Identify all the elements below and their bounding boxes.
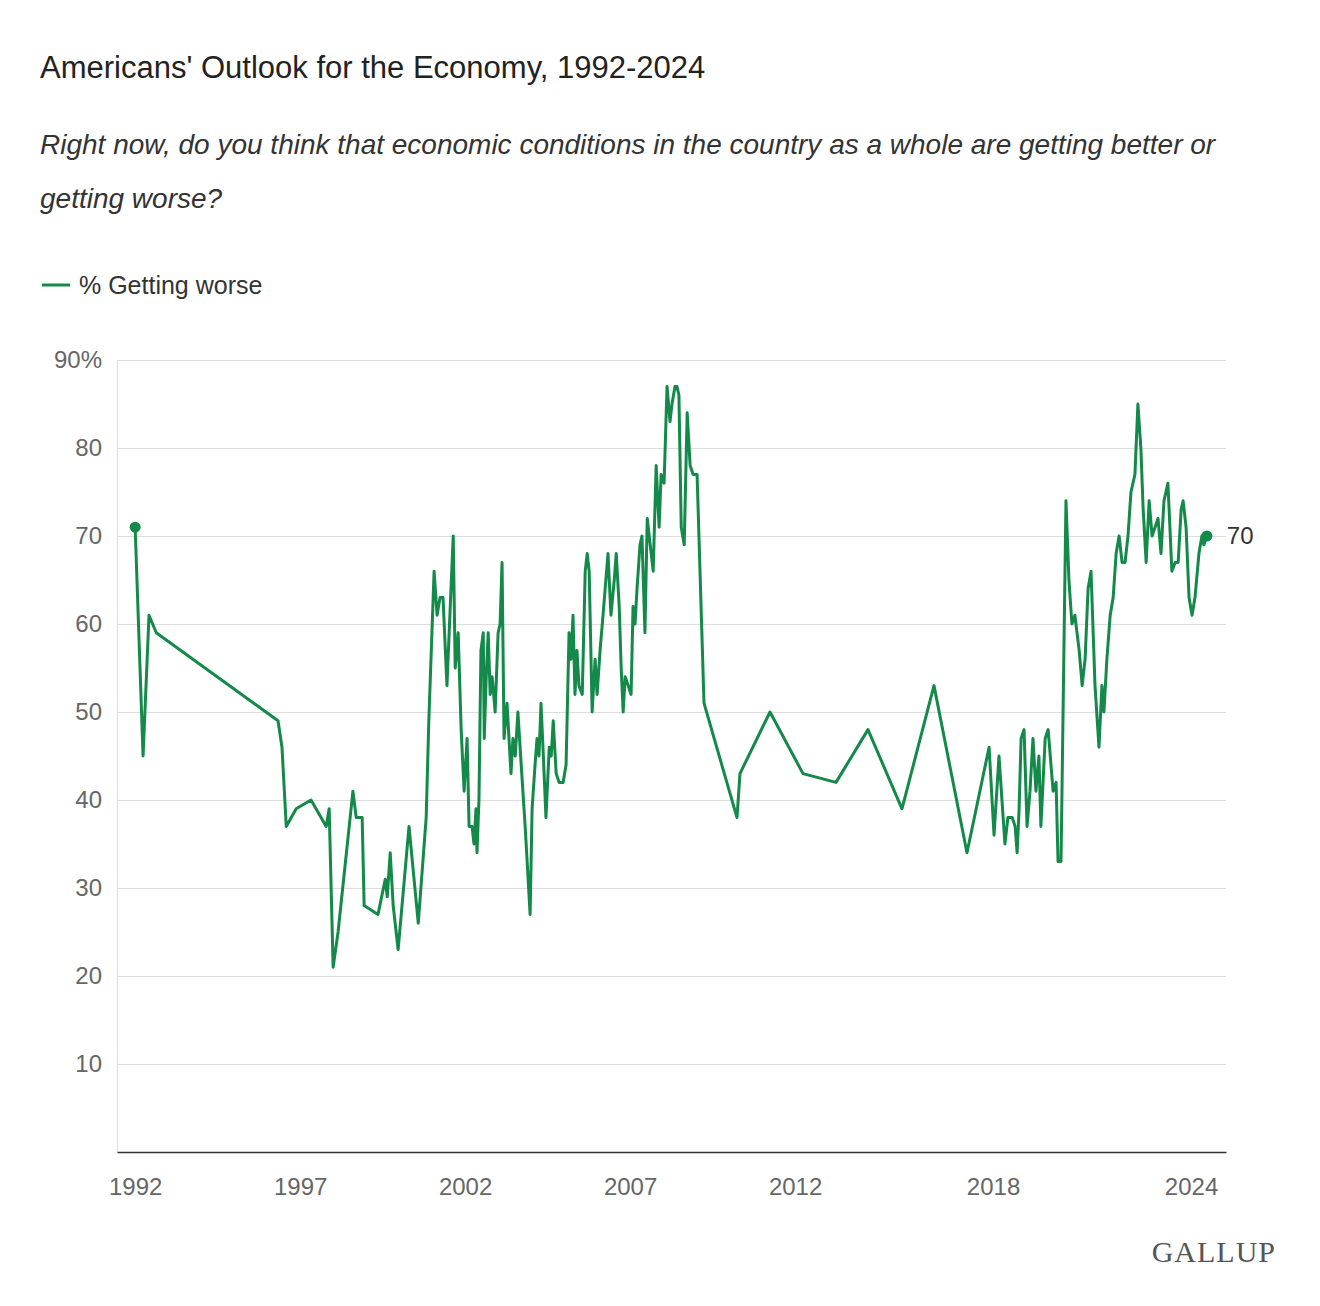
y-tick-label: 10 — [75, 1050, 102, 1077]
y-tick: 10 — [75, 1050, 1226, 1077]
grid-line — [117, 360, 1226, 361]
title: Americans' Outlook for the Economy, 1992… — [40, 50, 705, 86]
x-tick: 2007 — [604, 1152, 657, 1200]
y-tick: 80 — [75, 434, 1226, 461]
x-tick: 2018 — [967, 1152, 1020, 1200]
y-tick: 20 — [75, 962, 1226, 989]
y-tick-label: 60 — [75, 610, 102, 637]
y-tick: 90% — [54, 346, 1226, 373]
x-tick-label: 1992 — [109, 1173, 162, 1200]
y-tick-label: 90% — [54, 346, 102, 373]
y-axis: 10 20 30 40 50 60 70 80 90% — [54, 346, 1226, 1152]
x-tick-label: 2024 — [1165, 1173, 1218, 1200]
y-tick-label: 20 — [75, 962, 102, 989]
plot-area — [130, 386, 1213, 967]
endpoint-marker — [130, 522, 141, 533]
x-tick-label: 1997 — [274, 1173, 327, 1200]
grid-line — [117, 888, 1226, 889]
source: GALLUP — [1152, 1235, 1276, 1268]
y-tick: 50 — [75, 698, 1226, 725]
x-tick-label: 2012 — [769, 1173, 822, 1200]
y-tick: 60 — [75, 610, 1226, 637]
y-tick-label: 50 — [75, 698, 102, 725]
x-tick: 2024 — [1165, 1152, 1218, 1200]
x-axis: 1992 1997 2002 2007 2012 2018 2024 — [109, 1152, 1227, 1200]
grid-line — [117, 624, 1226, 625]
grid-line — [117, 536, 1226, 537]
y-tick: 30 — [75, 874, 1226, 901]
x-tick-label: 2007 — [604, 1173, 657, 1200]
x-tick: 1992 — [109, 1152, 162, 1200]
x-tick: 1997 — [274, 1152, 327, 1200]
legend: % Getting worse — [42, 271, 262, 299]
y-tick-label: 80 — [75, 434, 102, 461]
series-line — [135, 386, 1207, 967]
x-axis-line — [118, 1152, 1227, 1154]
legend-swatch — [42, 284, 70, 287]
grid-line — [117, 976, 1226, 977]
y-tick-label: 70 — [75, 522, 102, 549]
x-tick: 2012 — [769, 1152, 822, 1200]
y-axis-line — [117, 361, 118, 1153]
subtitle: Right now, do you think that economic co… — [40, 118, 1220, 226]
grid-line — [117, 448, 1226, 449]
x-tick-label: 2002 — [439, 1173, 492, 1200]
x-tick-label: 2018 — [967, 1173, 1020, 1200]
endpoint-marker — [1201, 531, 1212, 542]
grid-line — [117, 712, 1226, 713]
chart: % Getting worse102030405060708090%199219… — [0, 0, 1320, 1306]
x-tick: 2002 — [439, 1152, 492, 1200]
y-tick-label: 40 — [75, 786, 102, 813]
y-tick-label: 30 — [75, 874, 102, 901]
legend-label: % Getting worse — [79, 271, 262, 299]
end-label: 70 — [1227, 522, 1254, 549]
grid-line — [117, 1064, 1226, 1065]
